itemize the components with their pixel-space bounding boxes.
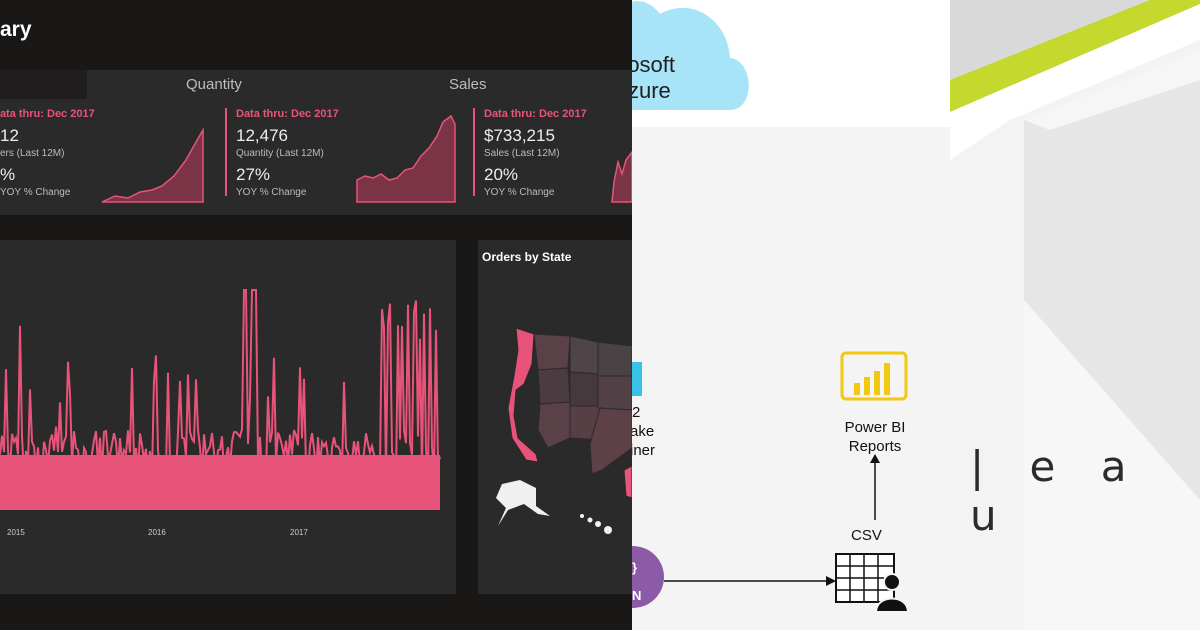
year-label: 2017 [290,528,308,537]
geometric-background [950,0,1200,630]
kpi-sales-value: $733,215 [484,126,555,145]
data-lake-line: iner [632,442,656,459]
kpi-quantity: Data thru: Dec 2017 12,476 Quantity (Las… [236,108,339,198]
azure-cloud-label: rosoft zure [632,52,675,104]
power-bi-dashboard-panel: ary Quantity Sales Data thru: Dec 2017 1… [0,0,632,630]
kpi-sales: Data thru: Dec 2017 $733,215 Sales (Last… [484,108,587,198]
json-source-label: N [632,588,642,603]
map-title: Orders by State [482,250,572,264]
kpi-quantity-yoy: YOY % Change [236,187,307,198]
tab-sales[interactable]: Sales [449,76,487,93]
kpi-band [0,70,632,215]
kpi-orders-yoy: YOY % Change [0,187,71,198]
sparkline-orders [101,127,204,203]
power-bi-line: Reports [848,438,902,455]
orders-series-band [0,455,440,510]
orders-timeseries-chart [0,289,441,510]
kpi-divider [225,108,227,196]
power-bi-label: Power BI Reports [835,418,915,456]
kpi-orders-pct: % [0,165,16,184]
year-label: 2015 [7,528,25,537]
csv-label: CSV [851,527,882,544]
power-bi-icon [840,351,908,401]
kpi-quantity-value: 12,476 [236,126,288,145]
orders-series-line [0,289,441,483]
tableau-panel: | e a u [950,0,1200,630]
kpi-orders: Data thru: Dec 2017 12 ers (Last 12M) % … [0,108,95,198]
dashboard-title: ary [0,18,32,41]
azure-cloud-icon [632,1,749,110]
tab-quantity[interactable]: Quantity [186,76,242,93]
data-lake-label: 2 ake iner [632,403,655,460]
csv-table-icon [835,553,910,613]
arrow-right-icon [664,576,836,586]
kpi-orders-value: 12 [0,126,19,145]
tableau-wordmark: | e a u [970,442,1143,540]
arrow-up-icon [870,454,880,520]
us-map [496,327,632,534]
kpi-sales-pct: 20% [484,165,519,184]
kpi-sales-thru: Data thru: Dec 2017 [484,108,587,120]
kpi-sales-yoy: YOY % Change [484,187,555,198]
braces-icon: } [632,560,638,575]
kpi-orders-thru: Data thru: Dec 2017 [0,108,95,120]
tab-orders[interactable] [0,70,87,99]
kpi-quantity-thru: Data thru: Dec 2017 [236,108,339,120]
power-bi-line: Power BI [844,419,906,436]
kpi-orders-sub: ers (Last 12M) [0,148,65,159]
kpi-divider [473,108,475,196]
azure-cloud-line: zure [632,78,671,103]
data-lake-line: 2 [632,404,641,421]
azure-cloud-line: rosoft [632,52,676,77]
kpi-quantity-sub: Quantity (Last 12M) [236,148,324,159]
year-label: 2016 [148,528,166,537]
kpi-quantity-pct: 27% [236,165,271,184]
data-lake-line: ake [632,423,655,440]
sparkline-sales [611,150,632,203]
azure-diagram-panel: rosoft zure 2 ake iner Power BI Reports … [632,0,950,630]
sparkline-quantity [356,114,456,203]
data-lake-icon [632,362,642,396]
diagram-canvas [632,127,950,630]
kpi-sales-sub: Sales (Last 12M) [484,148,560,159]
